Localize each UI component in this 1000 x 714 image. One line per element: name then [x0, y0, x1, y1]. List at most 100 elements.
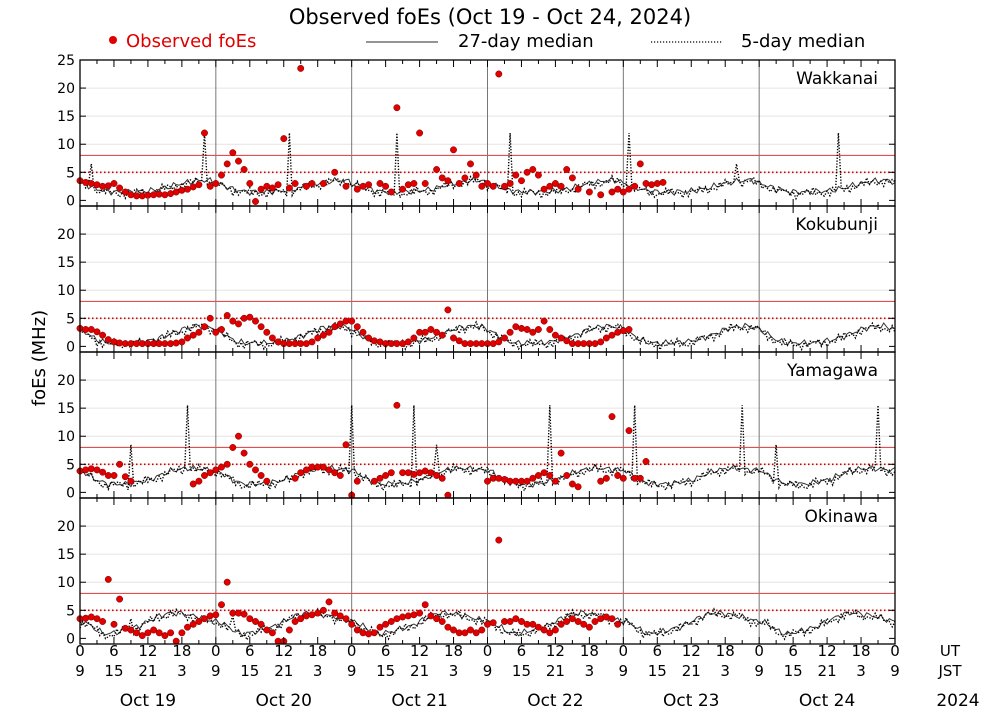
observed-point: [348, 620, 356, 628]
observed-point: [495, 70, 503, 78]
observed-point: [478, 626, 486, 634]
observed-point: [416, 609, 424, 617]
observed-point: [155, 629, 163, 637]
observed-point: [478, 340, 486, 348]
x-tick-label-jst: 21: [410, 662, 429, 680]
observed-point: [104, 336, 112, 344]
observed-point: [223, 312, 231, 319]
observed-point: [325, 598, 333, 606]
observed-point: [319, 180, 327, 187]
observed-point: [433, 328, 441, 336]
observed-point: [110, 180, 118, 187]
observed-point: [421, 467, 429, 475]
x-tick-label-jst: 15: [512, 662, 531, 680]
observed-point: [427, 469, 435, 477]
observed-point: [608, 188, 616, 196]
observed-point: [597, 191, 605, 199]
observed-point: [223, 160, 231, 168]
observed-point: [591, 618, 599, 625]
x-tick-label-ut: 0: [483, 642, 493, 660]
observed-point: [110, 472, 118, 479]
y-tick-label: 10: [57, 283, 75, 299]
observed-point: [557, 449, 565, 457]
observed-point: [376, 474, 384, 482]
observed-point: [167, 629, 175, 637]
observed-point: [393, 401, 401, 409]
observed-point: [427, 612, 435, 620]
x-tick-label-ut: 12: [138, 642, 157, 660]
x-tick-label-jst: 15: [376, 662, 395, 680]
observed-point: [365, 181, 373, 189]
observed-point: [563, 618, 571, 625]
x-tick-label-jst: 3: [177, 662, 187, 680]
observed-point: [444, 177, 452, 185]
observed-point: [534, 171, 542, 179]
x-tick-label-jst: 15: [240, 662, 259, 680]
observed-point: [161, 191, 169, 199]
observed-point: [87, 326, 95, 333]
observed-point: [189, 620, 197, 628]
observed-point: [614, 472, 622, 479]
x-tick-label-jst: 21: [546, 662, 565, 680]
observed-point: [421, 180, 429, 187]
legend-27day-label: 27-day median: [458, 31, 594, 52]
day-label: Oct 22: [527, 691, 583, 711]
observed-point: [195, 181, 203, 189]
observed-point: [455, 629, 463, 637]
y-tick-label: 25: [57, 53, 75, 69]
observed-point: [512, 323, 520, 331]
observed-point: [99, 618, 107, 625]
observed-point: [506, 618, 514, 625]
x-axis-jst-label: JST: [937, 662, 962, 680]
observed-point: [353, 477, 361, 485]
observed-point: [444, 306, 452, 314]
observed-point: [252, 618, 259, 625]
observed-point: [370, 629, 378, 637]
observed-point: [246, 180, 254, 187]
x-tick-label-ut: 12: [682, 642, 701, 660]
observed-point: [501, 182, 508, 190]
panel-kokubunji: Kokubunji 0 5 10 15 20: [57, 205, 896, 355]
observed-point: [563, 337, 571, 345]
observed-point: [585, 623, 593, 631]
x-tick-label-ut: 12: [274, 642, 293, 660]
x-tick-label-jst: 21: [274, 662, 293, 680]
x-tick-label-ut: 0: [754, 642, 764, 660]
observed-point: [523, 620, 531, 628]
observed-point: [518, 177, 525, 185]
observed-point: [546, 326, 554, 333]
observed-point: [99, 468, 107, 476]
x-tick-label-jst: 3: [720, 662, 730, 680]
observed-point: [133, 192, 141, 200]
observed-point: [184, 185, 191, 193]
observed-point: [625, 326, 633, 333]
x-tick-label-ut: 6: [109, 642, 119, 660]
observed-point: [297, 340, 305, 348]
observed-point: [252, 198, 259, 205]
observed-point: [625, 427, 633, 435]
observed-point: [331, 469, 339, 477]
x-tick-label-ut: 18: [308, 642, 327, 660]
observed-point: [184, 334, 191, 342]
observed-point: [116, 184, 124, 192]
observed-point: [495, 474, 503, 482]
observed-point: [365, 334, 373, 342]
observed-point: [189, 331, 197, 339]
panel-yamagawa: Yamagawa 0 5 10 15 20: [57, 351, 896, 501]
observed-point: [540, 317, 548, 325]
observed-point: [438, 331, 446, 339]
observed-point: [506, 328, 514, 336]
observed-point: [201, 323, 208, 331]
observed-point: [206, 314, 214, 322]
observed-point: [319, 463, 327, 471]
observed-point: [252, 317, 259, 325]
x-tick-label-jst: 9: [890, 662, 900, 680]
observed-point: [93, 615, 101, 623]
x-axis-ut-label: UT: [940, 642, 961, 660]
observed-point: [246, 313, 254, 321]
observed-point: [404, 338, 412, 346]
observed-point: [580, 340, 588, 348]
observed-point: [568, 480, 576, 488]
observed-point: [529, 328, 537, 336]
